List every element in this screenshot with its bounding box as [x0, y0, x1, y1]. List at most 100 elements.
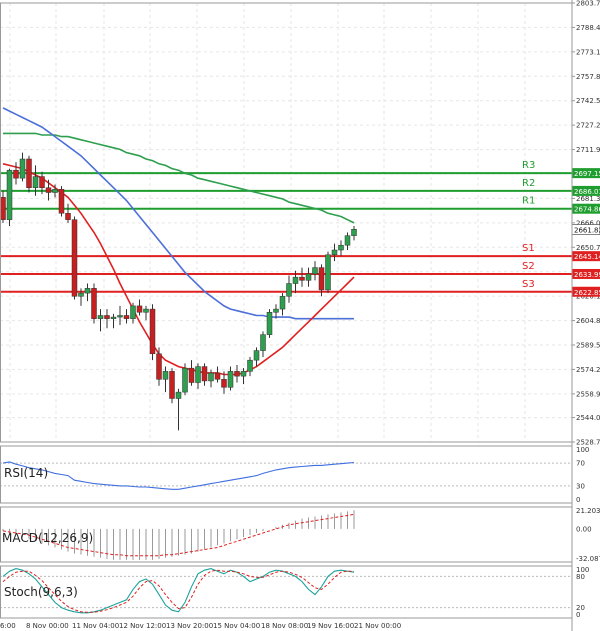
- candle-body: [149, 308, 156, 355]
- macd-tick-label: -32.087: [576, 555, 600, 563]
- rsi-tick-label: 0: [576, 496, 580, 504]
- rsi-line: [2, 461, 355, 490]
- price-tick-label: 2681.30: [576, 195, 600, 203]
- candle-body: [91, 288, 97, 319]
- candle-body: [45, 187, 52, 193]
- time-tick-label: 11 Nov 04:00: [72, 622, 119, 630]
- candle-body: [273, 308, 279, 313]
- candle-body: [175, 391, 182, 399]
- rsi-panel: 100 70 30 0 RSI(14): [0, 446, 589, 504]
- price-tick-label: 2727.20: [576, 122, 600, 130]
- candle-body: [234, 371, 240, 377]
- candle-body: [97, 315, 104, 319]
- candle-body: [247, 359, 253, 372]
- candle-body: [195, 366, 201, 383]
- price-tick-label: 2558.90: [576, 390, 600, 398]
- candle-body: [201, 366, 208, 382]
- rsi-label: RSI(14): [4, 466, 48, 480]
- candle-body: [312, 267, 318, 275]
- stoch-tick-label: 20: [576, 604, 585, 612]
- price-tick-label: 2574.20: [576, 366, 600, 374]
- candle-body: [6, 169, 13, 220]
- candle-body: [123, 315, 130, 319]
- candle-body: [286, 283, 292, 297]
- candle-body: [169, 371, 175, 399]
- candle-body: [338, 244, 344, 251]
- panel-border: [0, 565, 573, 619]
- candle-body: [52, 189, 58, 193]
- candle-body: [156, 353, 162, 380]
- candle-body: [65, 213, 71, 220]
- level-tags: 2697.15 2686.01 2674.86 2645.14 2633.99 2622.…: [571, 168, 600, 297]
- stoch-tick-label: 80: [576, 573, 585, 581]
- pivot-label-s2: S2: [522, 261, 535, 272]
- candle-body: [266, 312, 273, 335]
- candle-body: [331, 249, 338, 256]
- time-tick-label: 13 Nov 20:00: [166, 622, 213, 630]
- candle-body: [208, 372, 214, 382]
- stoch-label: Stoch(9,6,3): [4, 585, 78, 599]
- pivot-label-s3: S3: [522, 279, 535, 290]
- candle-body: [104, 315, 110, 319]
- candle-body: [318, 267, 325, 291]
- pivot-label-r2: R2: [522, 178, 535, 189]
- macd-label: MACD(12,26,9): [2, 531, 93, 545]
- level-tag-bg: [572, 286, 600, 297]
- pivot-label-s1: S1: [522, 243, 535, 254]
- candle-body: [188, 367, 195, 383]
- rsi-tick-label: 70: [576, 460, 585, 468]
- price-tick-label: 2589.50: [576, 342, 600, 350]
- level-tag-bg: [572, 251, 600, 262]
- stoch-tick-label: 100: [576, 566, 589, 574]
- macd-panel: 21.203 0.00 -32.087 MACD(12,26,9): [2, 507, 600, 563]
- macd-tick-label: 21.203: [576, 507, 600, 515]
- rsi-tick-label: 30: [576, 482, 585, 490]
- macd-signal-line: [2, 513, 355, 557]
- rsi-tick-label: 100: [576, 446, 589, 454]
- time-tick-label: 21 Nov 00:00: [354, 622, 401, 630]
- candle-body: [325, 254, 331, 291]
- time-tick-label: 8 Nov 00:00: [26, 622, 69, 630]
- candle-body: [130, 305, 136, 319]
- level-tag-bg: [572, 168, 600, 179]
- candle-body: [227, 371, 234, 388]
- candle-body: [143, 308, 149, 313]
- candle-body: [78, 292, 84, 297]
- candle-body: [32, 176, 39, 188]
- time-tick-label: 19 Nov 16:00: [307, 622, 354, 630]
- level-tag-text: 2622.85: [574, 289, 600, 297]
- current-price-tag-text: 2661.82: [574, 227, 600, 235]
- candle-body: [19, 158, 26, 179]
- candle-body: [110, 316, 117, 319]
- candle-body: [299, 276, 305, 281]
- candle-body: [84, 288, 91, 294]
- price-tick-label: 2650.70: [576, 244, 600, 252]
- candle-body: [279, 296, 286, 310]
- candle-body: [162, 371, 169, 380]
- panel-border: [0, 2, 573, 443]
- price-tick-label: 2773.10: [576, 48, 600, 56]
- price-tick-label: 2528.75: [576, 439, 600, 447]
- pivot-label-r1: R1: [522, 196, 535, 207]
- panel-border: [0, 506, 573, 563]
- candlesticks: [0, 152, 357, 431]
- level-tag-text: 2633.99: [574, 271, 600, 279]
- ma-line-2: [2, 107, 354, 320]
- candle-body: [221, 379, 227, 388]
- candle-body: [292, 276, 299, 284]
- panel-border: [0, 445, 573, 504]
- candle-body: [344, 235, 351, 246]
- price-tick-label: 2544.05: [576, 414, 600, 422]
- price-tick-label: 2803.70: [576, 0, 600, 8]
- candle-body: [182, 367, 188, 393]
- level-tag-text: 2697.15: [574, 170, 600, 178]
- level-tag-bg: [572, 203, 600, 214]
- level-tag-bg: [572, 268, 600, 279]
- candle-body: [253, 350, 260, 361]
- pivot-label-r3: R3: [522, 160, 535, 171]
- candle-body: [39, 176, 45, 188]
- level-tag-text: 2645.14: [574, 253, 600, 261]
- level-tag-bg: [572, 185, 600, 196]
- stoch-d-line: [2, 569, 354, 613]
